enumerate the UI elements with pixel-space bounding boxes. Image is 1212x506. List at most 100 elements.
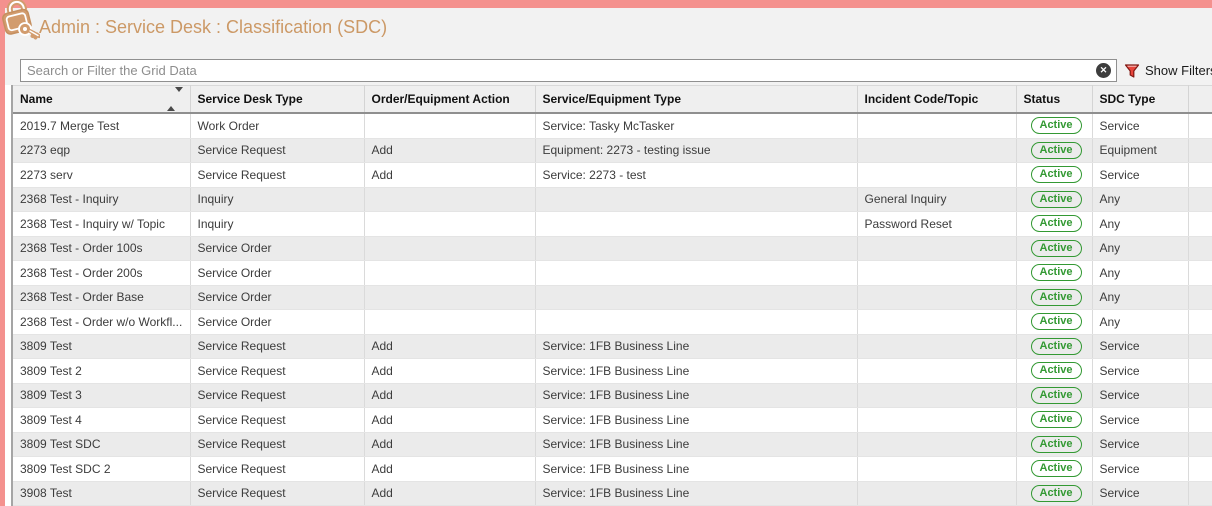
column-header-incident-code-topic[interactable]: Incident Code/Topic (857, 85, 1017, 114)
status-badge[interactable]: Active (1030, 239, 1082, 257)
column-header-service-equipment-type[interactable]: Service/Equipment Type (535, 85, 858, 114)
column-header-service-desk-type[interactable]: Service Desk Type (190, 85, 365, 114)
cell-name: 2368 Test - Order 200s (13, 260, 191, 286)
cell-sdc-type: Service (1092, 358, 1189, 384)
column-header-filler (1188, 85, 1212, 114)
cell-topic (857, 236, 1017, 261)
status-badge[interactable]: Active (1030, 460, 1082, 478)
table-row[interactable]: 2273 serv Service Request Add Service: 2273… (13, 162, 1212, 188)
cell-desk-type: Inquiry (190, 187, 365, 212)
filler-cell (1188, 113, 1212, 139)
table-row[interactable]: 2368 Test - Order 100s Service Order Activ… (13, 236, 1212, 261)
column-header-sdc-type[interactable]: SDC Type (1092, 85, 1189, 114)
cell-status: Active (1016, 138, 1093, 163)
cell-action: Add (364, 383, 536, 408)
cell-topic (857, 407, 1017, 433)
clear-search-icon[interactable]: ✕ (1096, 63, 1111, 78)
cell-action (364, 211, 536, 237)
cell-desk-type: Service Request (190, 407, 365, 433)
cell-type (535, 260, 858, 286)
cell-action (364, 236, 536, 261)
show-filters-button[interactable]: Show Filters (1124, 59, 1212, 82)
status-badge[interactable]: Active (1030, 435, 1082, 453)
cell-sdc-type: Any (1092, 309, 1189, 335)
column-header-order-equipment-action[interactable]: Order/Equipment Action (364, 85, 536, 114)
search-input[interactable] (21, 63, 1096, 78)
cell-sdc-type: Service (1092, 432, 1189, 457)
padlock-key-icon (2, 0, 40, 40)
cell-desk-type: Service Order (190, 285, 365, 310)
cell-status: Active (1016, 285, 1093, 310)
status-badge[interactable]: Active (1030, 264, 1082, 282)
status-badge[interactable]: Active (1030, 386, 1082, 404)
table-row[interactable]: 3809 Test SDC Service Request Add Service: … (13, 432, 1212, 457)
cell-status: Active (1016, 113, 1093, 139)
cell-action: Add (364, 481, 536, 506)
cell-topic (857, 113, 1017, 139)
status-badge[interactable]: Active (1030, 141, 1082, 159)
table-row[interactable]: 2368 Test - Order 200s Service Order Activ… (13, 260, 1212, 286)
cell-topic (857, 138, 1017, 163)
cell-name: 3809 Test SDC (13, 432, 191, 457)
cell-type: Service: 1FB Business Line (535, 383, 858, 408)
cell-topic (857, 285, 1017, 310)
table-row[interactable]: 2368 Test - Order Base Service Order Activ… (13, 285, 1212, 310)
cell-action: Add (364, 138, 536, 163)
table-row[interactable]: 3809 Test Service Request Add Service: 1FB … (13, 334, 1212, 359)
grid-header-row: Name Service Desk Type Order/Equipment A… (13, 85, 1212, 114)
cell-name: 2368 Test - Order 100s (13, 236, 191, 261)
cell-name: 3809 Test SDC 2 (13, 456, 191, 482)
table-row[interactable]: 2368 Test - Order w/o Workfl... Service O… (13, 309, 1212, 335)
status-badge[interactable]: Active (1030, 166, 1082, 184)
cell-type: Service: 1FB Business Line (535, 481, 858, 506)
cell-type: Service: 2273 - test (535, 162, 858, 188)
status-badge[interactable]: Active (1030, 288, 1082, 306)
cell-topic (857, 481, 1017, 506)
status-badge[interactable]: Active (1030, 484, 1082, 502)
cell-topic (857, 309, 1017, 335)
status-badge[interactable]: Active (1030, 337, 1082, 355)
table-row[interactable]: 2368 Test - Inquiry w/ Topic Inquiry Passw… (13, 211, 1212, 237)
column-header-label: Name (20, 92, 53, 106)
cell-topic (857, 260, 1017, 286)
status-badge[interactable]: Active (1030, 313, 1082, 331)
sort-asc-icon (166, 92, 175, 111)
table-row[interactable]: 3809 Test 3 Service Request Add Service: 1F… (13, 383, 1212, 408)
status-badge[interactable]: Active (1030, 215, 1082, 233)
cell-status: Active (1016, 211, 1093, 237)
column-header-name[interactable]: Name (13, 85, 191, 114)
status-badge[interactable]: Active (1030, 362, 1082, 380)
cell-desk-type: Service Order (190, 260, 365, 286)
table-row[interactable]: 3908 Test Service Request Add Service: 1FB … (13, 481, 1212, 506)
filler-cell (1188, 260, 1212, 286)
status-badge[interactable]: Active (1030, 411, 1082, 429)
status-badge[interactable]: Active (1030, 190, 1082, 208)
cell-type (535, 309, 858, 335)
cell-type (535, 211, 858, 237)
column-header-label: Incident Code/Topic (864, 92, 979, 106)
cell-status: Active (1016, 236, 1093, 261)
cell-desk-type: Inquiry (190, 211, 365, 237)
cell-type: Service: 1FB Business Line (535, 407, 858, 433)
status-badge[interactable]: Active (1030, 117, 1082, 135)
filler-cell (1188, 407, 1212, 433)
cell-action: Add (364, 358, 536, 384)
cell-desk-type: Service Order (190, 236, 365, 261)
cell-status: Active (1016, 432, 1093, 457)
table-row[interactable]: 2368 Test - Inquiry Inquiry General Inquir… (13, 187, 1212, 212)
cell-status: Active (1016, 456, 1093, 482)
sort-icon[interactable] (166, 87, 183, 111)
table-row[interactable]: 2019.7 Merge Test Work Order Service: Task… (13, 113, 1212, 139)
cell-action: Add (364, 162, 536, 188)
cell-name: 2019.7 Merge Test (13, 113, 191, 139)
table-row[interactable]: 3809 Test 2 Service Request Add Service: 1F… (13, 358, 1212, 384)
table-row[interactable]: 2273 eqp Service Request Add Equipment: 227… (13, 138, 1212, 163)
table-row[interactable]: 3809 Test SDC 2 Service Request Add Service… (13, 456, 1212, 482)
filler-cell (1188, 334, 1212, 359)
table-row[interactable]: 3809 Test 4 Service Request Add Service: 1F… (13, 407, 1212, 433)
cell-desk-type: Service Request (190, 383, 365, 408)
column-header-status[interactable]: Status (1016, 85, 1093, 114)
cell-name: 3809 Test 2 (13, 358, 191, 384)
cell-type (535, 187, 858, 212)
